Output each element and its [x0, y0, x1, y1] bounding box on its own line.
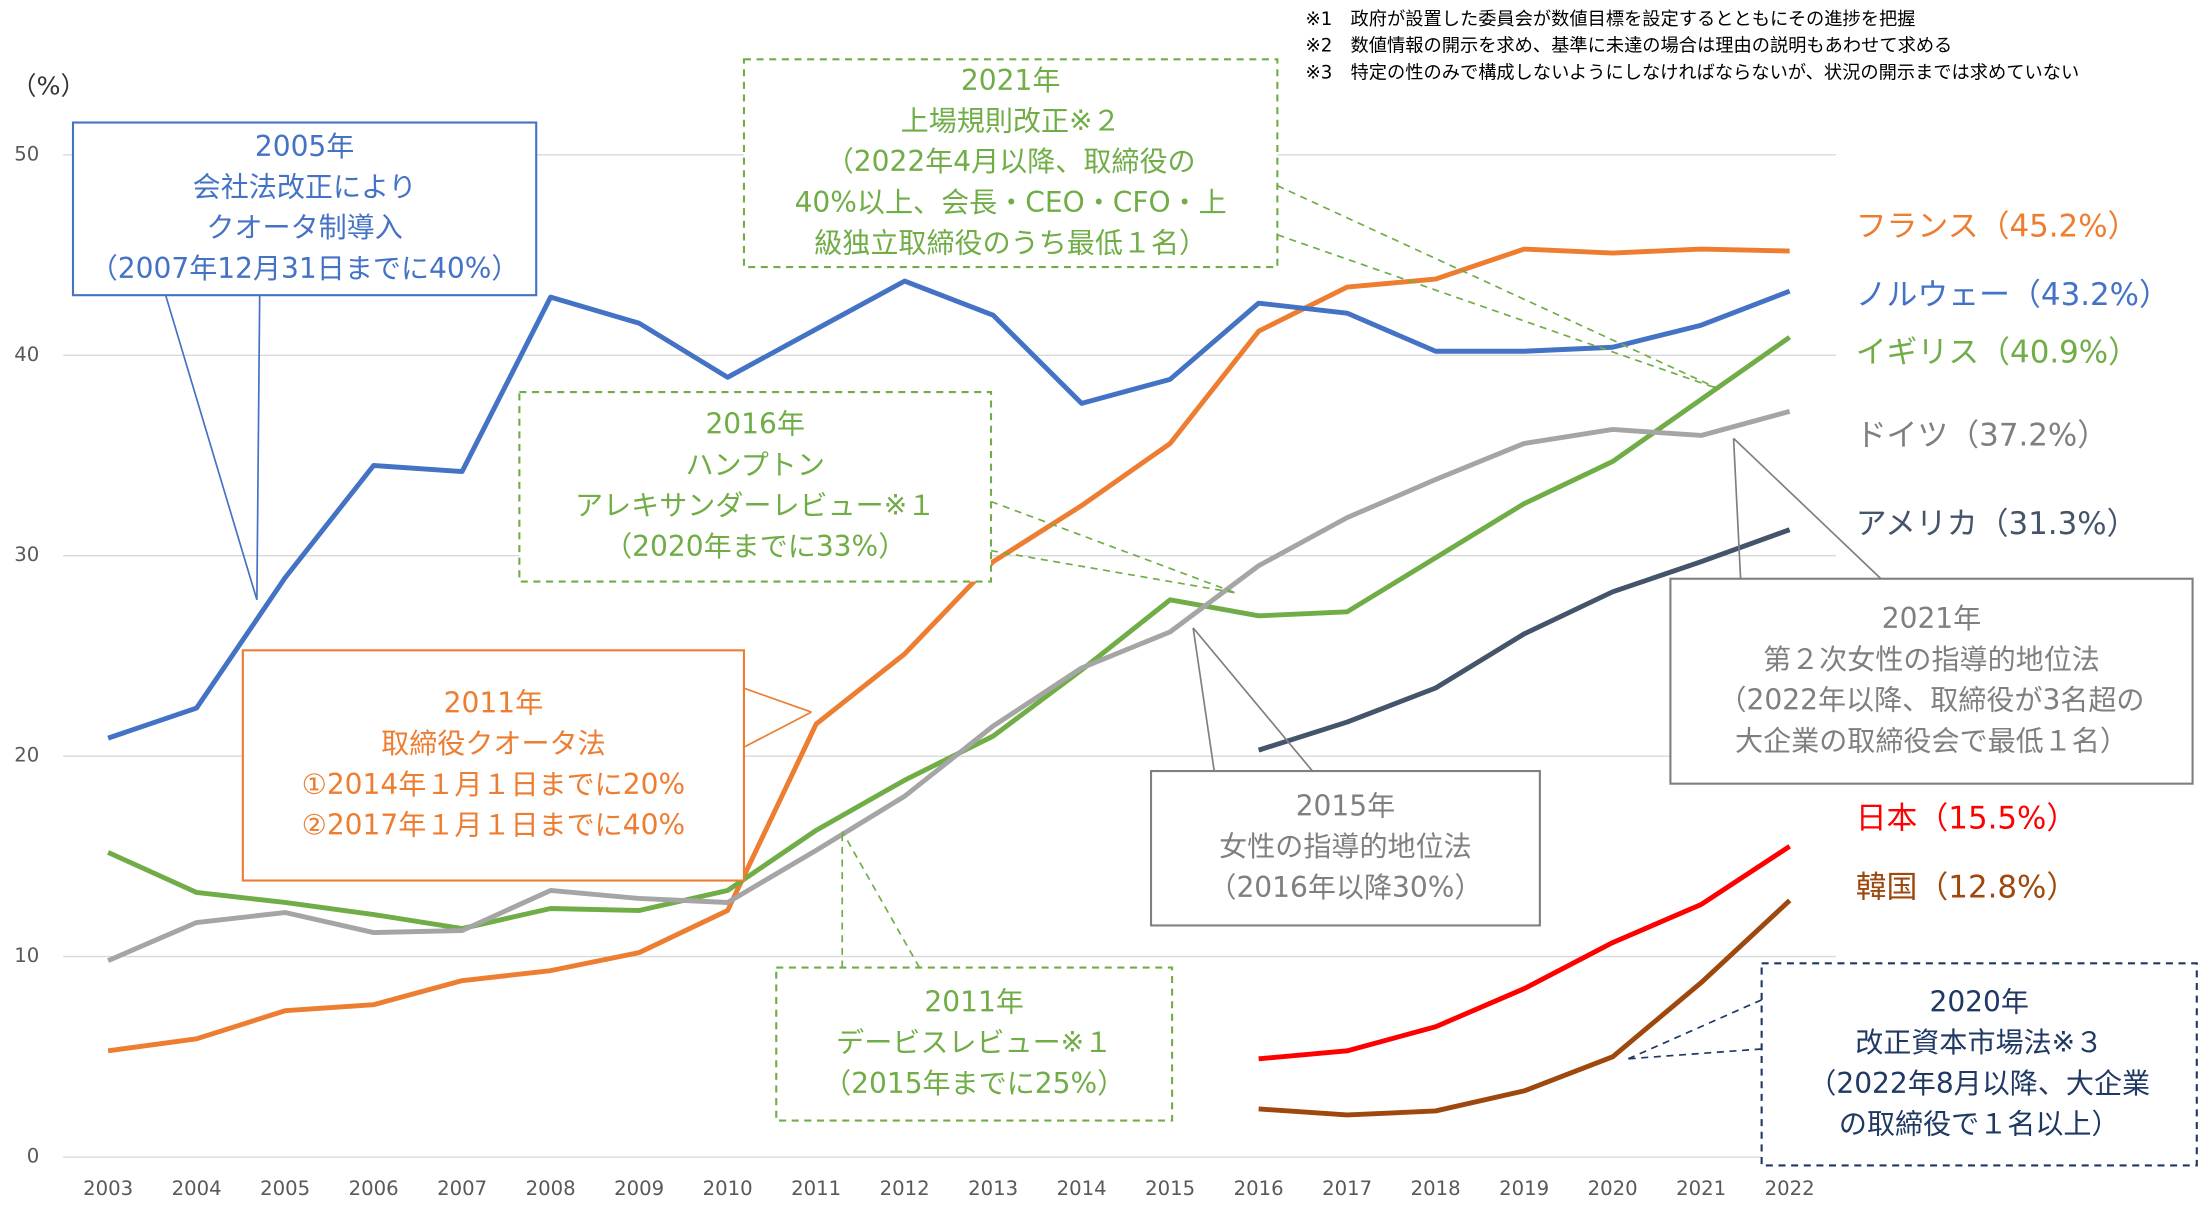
annotation-text: 第２次女性の指導的地位法	[1763, 643, 2100, 676]
annotation-text: 40%以上、会長・CEO・CFO・上	[795, 186, 1227, 219]
footnote: ※3 特定の性のみで構成しないようにしなければならないが、状況の開示までは求めて…	[1305, 62, 2079, 83]
x-tick-label: 2021	[1676, 1177, 1726, 1200]
annotation-text: ②2017年１月１日までに40%	[302, 808, 685, 841]
annotation-text: （2022年8月以降、大企業	[1808, 1067, 2150, 1100]
x-tick-label: 2017	[1322, 1177, 1372, 1200]
annotation-text: 2011年	[924, 985, 1023, 1018]
leader-line	[1732, 438, 1742, 579]
legend-label: 日本（15.5%）	[1856, 801, 2078, 837]
series-line	[107, 278, 1791, 741]
x-tick-label: 2011	[791, 1177, 841, 1200]
x-tick-label: 2004	[172, 1177, 222, 1200]
annotation-text: （2022年4月以降、取締役の	[826, 145, 1196, 178]
legend-label: アメリカ（31.3%）	[1856, 506, 2138, 542]
annotation-text: （2007年12月31日までに40%）	[90, 252, 520, 285]
annotation-text: 女性の指導的地位法	[1219, 830, 1472, 863]
annotation-box	[1669, 577, 2194, 785]
annotation-box	[1760, 962, 2198, 1167]
annotation-text: 2011年	[444, 686, 543, 719]
leader-line	[990, 549, 1236, 594]
annotation-box	[241, 649, 746, 882]
x-tick-label: 2005	[260, 1177, 310, 1200]
annotation-text: 会社法改正により	[193, 171, 417, 204]
x-tick-label: 2007	[437, 1177, 487, 1200]
y-tick-label: 30	[14, 543, 39, 566]
x-tick-label: 2010	[703, 1177, 753, 1200]
series-line	[1258, 898, 1792, 1118]
annotation-text: （2016年以降30%）	[1208, 871, 1482, 904]
x-tick-label: 2019	[1499, 1177, 1549, 1200]
leader-line	[1192, 627, 1314, 772]
y-tick-label: 10	[14, 944, 39, 967]
annotation-box	[775, 966, 1174, 1122]
legend-label: フランス（45.2%）	[1856, 208, 2139, 244]
annotation-text: （2022年以降、取締役が3名超の	[1718, 684, 2144, 717]
annotation-text: ハンプトン	[685, 448, 824, 481]
leader-line	[1277, 234, 1720, 391]
leader-line	[1732, 437, 1882, 580]
leader-line	[743, 687, 812, 713]
y-axis-label: （%）	[11, 71, 86, 100]
y-tick-label: 50	[14, 142, 39, 165]
annotation-text: 取締役クオータ法	[381, 727, 606, 760]
annotation-text: クオータ制導入	[206, 211, 402, 244]
annotation-text: アレキサンダーレビュー※１	[575, 489, 935, 522]
leader-line	[164, 294, 258, 601]
leader-line	[256, 295, 261, 600]
x-tick-label: 2022	[1765, 1177, 1815, 1200]
annotation-text: 2015年	[1296, 790, 1395, 823]
annotation-text: 改正資本市場法※３	[1855, 1026, 2103, 1059]
x-tick-label: 2003	[83, 1177, 133, 1200]
series-line	[1257, 527, 1791, 753]
annotation-text: デービスレビュー※１	[836, 1026, 1112, 1059]
annotation-text: 大企業の取締役会で最低１名）	[1735, 724, 2128, 757]
leader-line	[1192, 627, 1216, 772]
x-tick-label: 2008	[526, 1177, 576, 1200]
annotation-box	[71, 121, 538, 297]
annotation-text: 級独立取締役のうち最低１名）	[814, 227, 1207, 260]
x-tick-label: 2020	[1588, 1177, 1638, 1200]
legend-label: 韓国（12.8%）	[1856, 869, 2078, 905]
footnote: ※1 政府が設置した委員会が数値目標を設定するとともにその進捗を把握	[1305, 9, 1915, 30]
x-tick-label: 2009	[614, 1177, 664, 1200]
annotation-text: （2020年までに33%）	[604, 530, 906, 563]
y-tick-label: 40	[14, 343, 39, 366]
legend-label: ドイツ（37.2%）	[1856, 417, 2108, 453]
y-tick-label: 0	[27, 1145, 40, 1168]
x-tick-label: 2018	[1411, 1177, 1461, 1200]
leader-line	[1628, 1048, 1762, 1060]
series-line	[107, 246, 1790, 1054]
footnote: ※2 数値情報の開示を求め、基準に未達の場合は理由の説明もあわせて求める	[1305, 36, 1952, 57]
x-tick-label: 2015	[1145, 1177, 1195, 1200]
series-line	[107, 409, 1791, 963]
x-tick-label: 2013	[968, 1177, 1018, 1200]
y-tick-label: 20	[14, 744, 39, 767]
leader-line	[743, 711, 812, 748]
legend-label: ノルウェー（43.2%）	[1856, 277, 2170, 313]
leader-line	[841, 830, 921, 968]
annotation-text: 2021年	[961, 64, 1060, 97]
annotation-text: 2005年	[255, 130, 354, 163]
x-tick-label: 2006	[349, 1177, 399, 1200]
annotation-box	[742, 58, 1279, 269]
annotation-text: 2020年	[1929, 985, 2028, 1018]
annotation-box	[1149, 769, 1541, 927]
annotation-text: （2015年までに25%）	[823, 1067, 1125, 1100]
legend-label: イギリス（40.9%）	[1856, 335, 2139, 371]
leader-line	[990, 500, 1236, 594]
annotation-text: 2021年	[1882, 602, 1981, 635]
x-tick-label: 2012	[880, 1177, 930, 1200]
x-tick-label: 2016	[1234, 1177, 1284, 1200]
annotation-text: 2016年	[705, 408, 804, 441]
annotation-box	[518, 390, 993, 583]
x-tick-label: 2014	[1057, 1177, 1107, 1200]
leader-line	[1277, 184, 1720, 390]
annotation-text: ①2014年１月１日までに20%	[302, 768, 685, 801]
series-line	[1258, 844, 1791, 1062]
annotation-text: 上場規則改正※２	[901, 105, 1121, 138]
annotation-text: の取締役で１名以上）	[1839, 1107, 2120, 1140]
